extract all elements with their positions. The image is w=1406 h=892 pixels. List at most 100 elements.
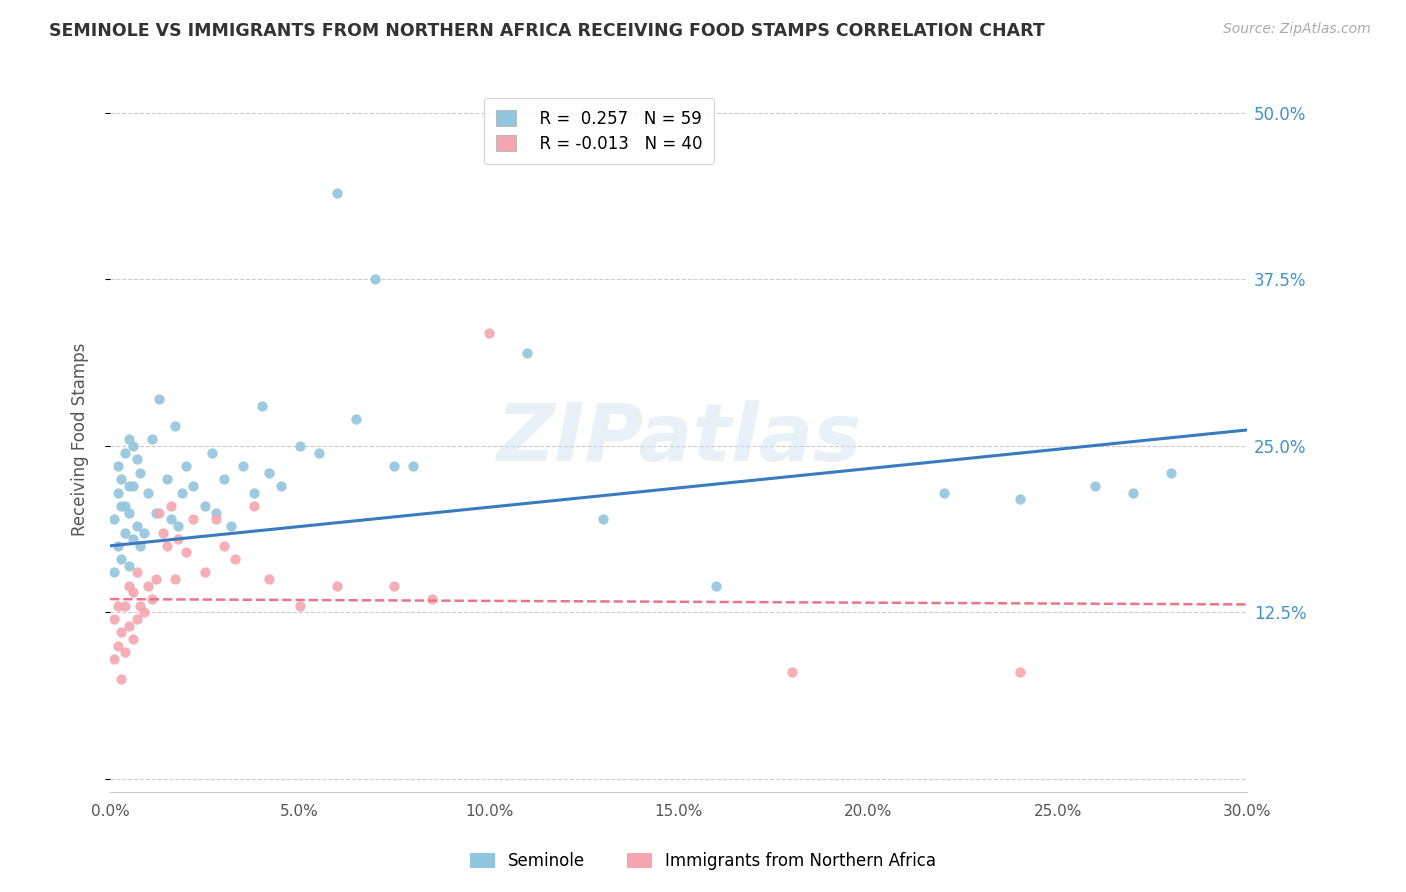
Y-axis label: Receiving Food Stamps: Receiving Food Stamps <box>72 343 89 536</box>
Point <box>516 345 538 359</box>
Point <box>364 272 387 286</box>
Point <box>243 499 266 513</box>
Point <box>103 566 125 580</box>
Point <box>141 432 163 446</box>
Point <box>706 579 728 593</box>
Point <box>129 599 152 613</box>
Point <box>382 458 405 473</box>
Point <box>205 512 228 526</box>
Point <box>136 579 159 593</box>
Point <box>346 412 368 426</box>
Point <box>183 512 205 526</box>
Point <box>1008 665 1031 680</box>
Point <box>326 579 349 593</box>
Legend: Seminole, Immigrants from Northern Africa: Seminole, Immigrants from Northern Afric… <box>463 846 943 877</box>
Point <box>194 566 217 580</box>
Point <box>201 445 224 459</box>
Point <box>145 572 167 586</box>
Point <box>402 458 425 473</box>
Point <box>288 439 311 453</box>
Point <box>118 506 141 520</box>
Point <box>194 499 217 513</box>
Point <box>114 499 136 513</box>
Point <box>114 599 136 613</box>
Point <box>145 506 167 520</box>
Point <box>1084 479 1107 493</box>
Point <box>110 552 132 566</box>
Point <box>114 525 136 540</box>
Point <box>592 512 614 526</box>
Point <box>156 472 179 486</box>
Point <box>110 625 132 640</box>
Point <box>259 466 281 480</box>
Point <box>270 479 292 493</box>
Point <box>118 619 141 633</box>
Point <box>110 672 132 686</box>
Point <box>107 539 129 553</box>
Point <box>1122 485 1144 500</box>
Point <box>159 512 181 526</box>
Point <box>212 472 235 486</box>
Point <box>110 472 132 486</box>
Point <box>163 419 186 434</box>
Point <box>167 532 190 546</box>
Point <box>103 612 125 626</box>
Point <box>152 525 174 540</box>
Point <box>159 499 181 513</box>
Point <box>288 599 311 613</box>
Point <box>224 552 246 566</box>
Point <box>107 639 129 653</box>
Point <box>107 485 129 500</box>
Point <box>212 539 235 553</box>
Point <box>250 399 273 413</box>
Point <box>174 458 197 473</box>
Point <box>121 585 143 599</box>
Text: Source: ZipAtlas.com: Source: ZipAtlas.com <box>1223 22 1371 37</box>
Point <box>420 592 443 607</box>
Point <box>118 558 141 573</box>
Point <box>172 485 194 500</box>
Point <box>118 479 141 493</box>
Point <box>121 439 143 453</box>
Point <box>118 579 141 593</box>
Point <box>107 599 129 613</box>
Point <box>205 506 228 520</box>
Point <box>136 485 159 500</box>
Point <box>148 392 170 407</box>
Point <box>780 665 803 680</box>
Point <box>107 458 129 473</box>
Point <box>243 485 266 500</box>
Point <box>103 652 125 666</box>
Point <box>110 499 132 513</box>
Text: ZIPatlas: ZIPatlas <box>496 401 860 478</box>
Point <box>103 512 125 526</box>
Point <box>1160 466 1182 480</box>
Point <box>121 479 143 493</box>
Point <box>129 466 152 480</box>
Point <box>125 519 148 533</box>
Point <box>118 432 141 446</box>
Point <box>156 539 179 553</box>
Point <box>114 645 136 659</box>
Text: SEMINOLE VS IMMIGRANTS FROM NORTHERN AFRICA RECEIVING FOOD STAMPS CORRELATION CH: SEMINOLE VS IMMIGRANTS FROM NORTHERN AFR… <box>49 22 1045 40</box>
Point <box>114 445 136 459</box>
Point <box>121 532 143 546</box>
Legend:   R =  0.257   N = 59,   R = -0.013   N = 40: R = 0.257 N = 59, R = -0.013 N = 40 <box>484 98 714 164</box>
Point <box>125 566 148 580</box>
Point <box>259 572 281 586</box>
Point <box>326 186 349 200</box>
Point <box>183 479 205 493</box>
Point <box>141 592 163 607</box>
Point <box>308 445 330 459</box>
Point <box>1008 492 1031 507</box>
Point <box>382 579 405 593</box>
Point <box>167 519 190 533</box>
Point <box>232 458 254 473</box>
Point <box>134 525 156 540</box>
Point <box>148 506 170 520</box>
Point <box>129 539 152 553</box>
Point <box>121 632 143 646</box>
Point <box>163 572 186 586</box>
Point <box>174 545 197 559</box>
Point <box>125 452 148 467</box>
